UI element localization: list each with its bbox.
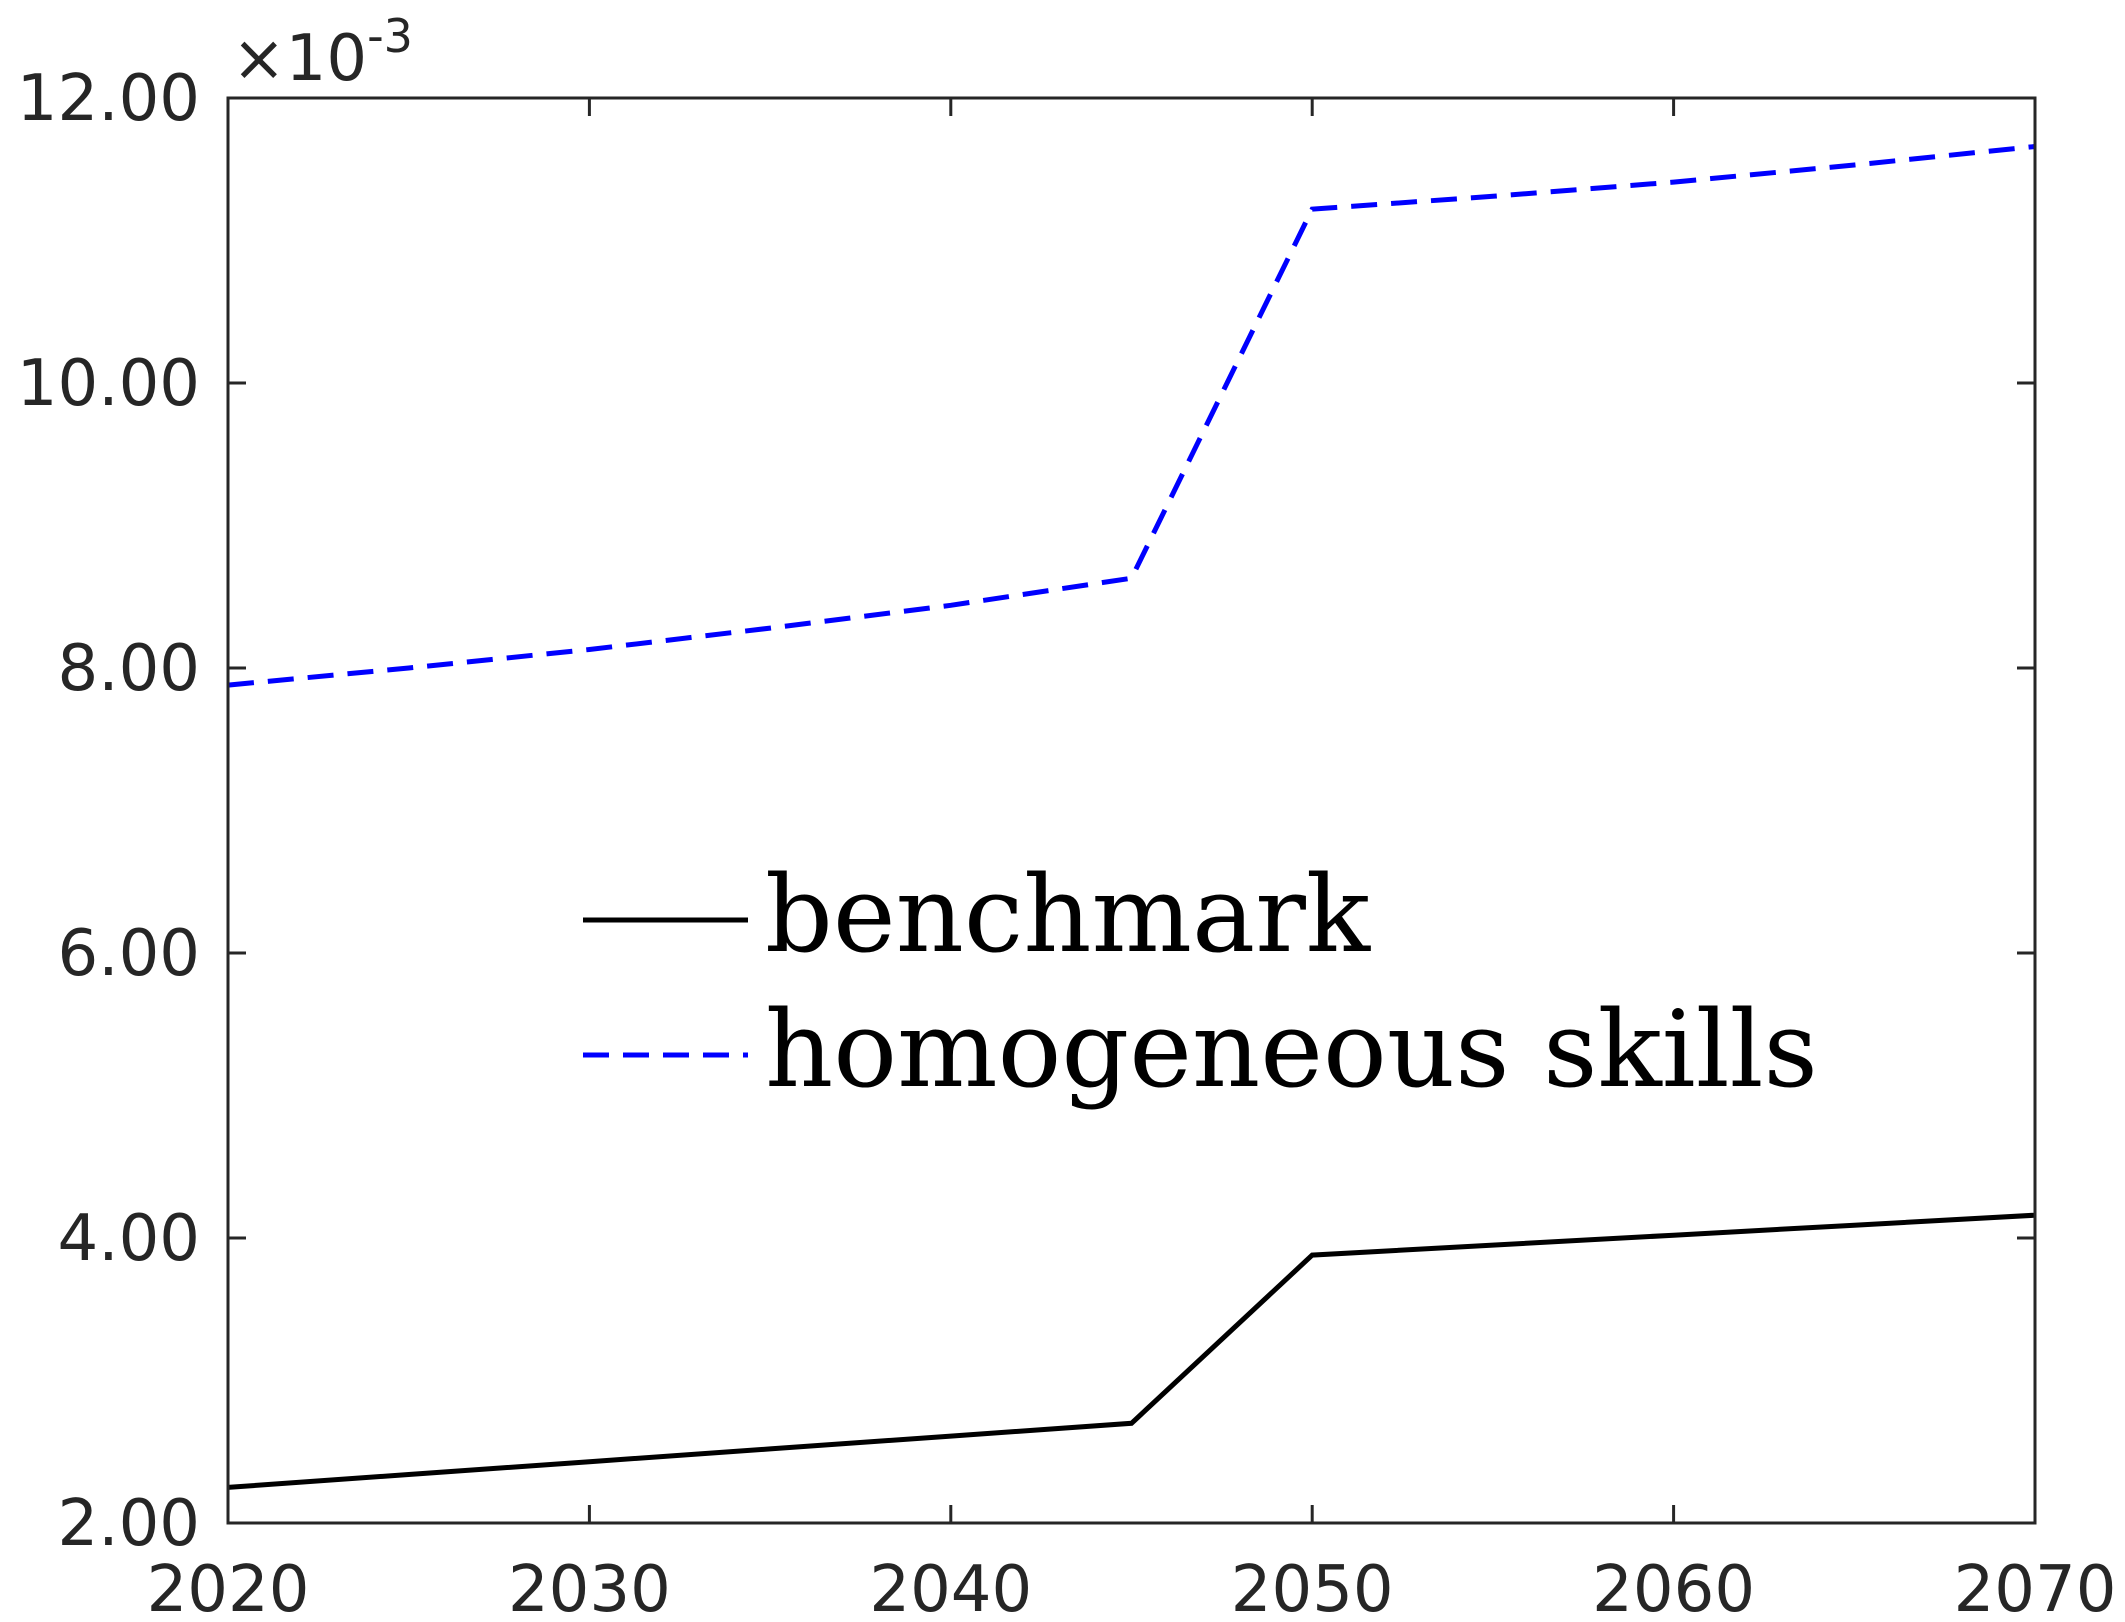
- series-line-benchmark: [227, 1212, 2036, 1490]
- legend: benchmark homogeneous skills: [583, 853, 1818, 1111]
- y-multiplier-base: ×10: [232, 22, 367, 96]
- y-tick-label: 2.00: [58, 1487, 201, 1561]
- y-tick-label: 4.00: [58, 1202, 201, 1276]
- y-tick-label: 6.00: [58, 917, 201, 991]
- plot-area-frame: [226, 96, 2037, 1525]
- legend-label-homogeneous-skills: homogeneous skills: [765, 988, 1818, 1111]
- x-tick-label: 2060: [1592, 1553, 1755, 1622]
- series-line-homogeneous-skills: [227, 144, 2036, 688]
- y-multiplier-exponent: -3: [367, 9, 413, 63]
- y-tick-label: 12.00: [17, 62, 200, 136]
- x-tick-labels: 2020 2030 2040 2050 2060 2070: [147, 1553, 2117, 1622]
- x-tick-label: 2020: [147, 1553, 310, 1622]
- x-tick-label: 2070: [1954, 1553, 2117, 1622]
- x-tick-label: 2050: [1231, 1553, 1394, 1622]
- series-lines: [227, 144, 2036, 1490]
- y-tick-labels: 2.00 4.00 6.00 8.00 10.00 12.00: [17, 62, 200, 1561]
- x-tick-label: 2030: [508, 1553, 671, 1622]
- y-axis-multiplier: ×10-3: [232, 9, 413, 96]
- y-tick-label: 8.00: [58, 632, 201, 706]
- y-tick-label: 10.00: [17, 347, 200, 421]
- x-tick-label: 2040: [869, 1553, 1032, 1622]
- legend-label-benchmark: benchmark: [765, 853, 1371, 976]
